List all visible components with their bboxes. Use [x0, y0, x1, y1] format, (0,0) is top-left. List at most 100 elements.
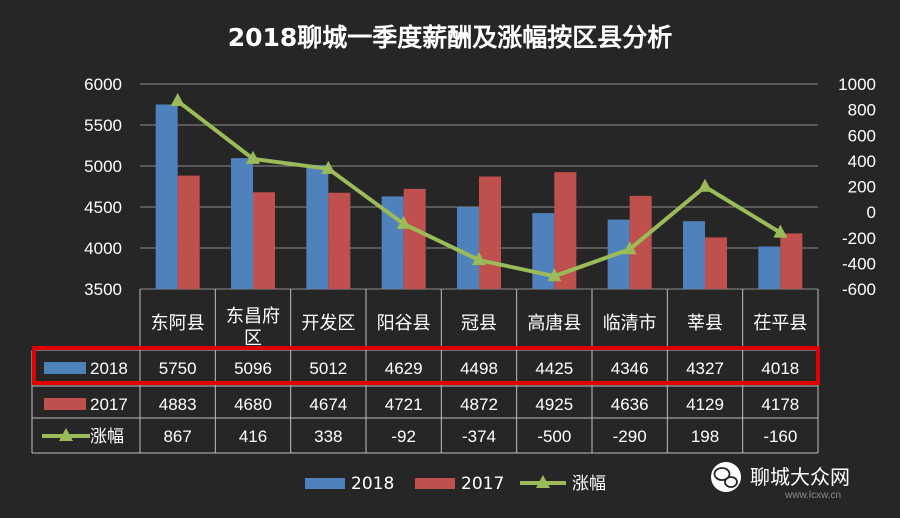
legend-key-marker-涨幅 — [536, 475, 550, 488]
y-right-tick-label: 800 — [848, 101, 876, 120]
table-cell: -92 — [391, 427, 416, 446]
watermark-name: 聊城大众网 — [750, 465, 850, 489]
axis-layer: 6000 5500 5000 4500 4000 3500 1000 800 600 400 200… — [84, 75, 876, 299]
y-right-tick-label: 600 — [848, 126, 876, 145]
table-cell: 4129 — [686, 395, 724, 414]
table-cell: 4680 — [234, 395, 272, 414]
bar-2018-8 — [758, 246, 781, 289]
bar-2017-4 — [479, 176, 501, 289]
table-cell: 4498 — [460, 359, 498, 378]
highlight-box — [32, 346, 820, 385]
watermark-url: www.lcxw.cn — [784, 490, 841, 501]
table-cell: 198 — [691, 427, 719, 446]
category-label: 临清市 — [603, 313, 657, 334]
y-left-tick-label: 4000 — [84, 239, 122, 258]
table-cell: 4636 — [611, 395, 649, 414]
bar-2018-1 — [231, 158, 253, 289]
table-key-2017 — [44, 398, 86, 410]
category-label: 东昌府 — [226, 306, 280, 327]
table-cell: 4721 — [385, 395, 423, 414]
bar-2017-3 — [403, 188, 426, 289]
table-cell: 867 — [163, 427, 191, 446]
bar-2017-2 — [328, 192, 351, 289]
table-cell: 4629 — [385, 359, 423, 378]
point-涨幅-5 — [547, 268, 562, 282]
table-cell: 4178 — [761, 395, 799, 414]
y-left-tick-label: 5500 — [84, 116, 122, 135]
y-right-tick-label: 200 — [848, 178, 876, 197]
table-cell: 338 — [314, 427, 342, 446]
bar-2017-1 — [253, 192, 275, 289]
category-label: 区 — [244, 328, 262, 349]
bar-2018-2 — [306, 165, 329, 289]
bar-2018-5 — [532, 213, 555, 289]
point-涨幅-4 — [472, 252, 486, 266]
legend-label: 涨幅 — [572, 474, 606, 494]
table-cell: 5012 — [309, 359, 347, 378]
table-cell: 4018 — [761, 359, 799, 378]
y-right-tick-label: -200 — [842, 229, 876, 248]
point-涨幅-1 — [246, 150, 260, 164]
bar-2017-8 — [780, 233, 803, 289]
table-row-header: 2017 — [90, 395, 128, 414]
point-涨幅-0 — [170, 93, 185, 107]
y-left-tick-label: 4500 — [84, 198, 122, 217]
table-row-header: 涨幅 — [90, 427, 124, 446]
legend-label: 2017 — [461, 474, 504, 494]
category-label: 阳谷县 — [377, 313, 431, 334]
bar-2017-7 — [705, 237, 727, 289]
y-right-tick-label: -400 — [842, 254, 876, 273]
table-cell: 5750 — [159, 359, 197, 378]
table-cell: 4674 — [309, 395, 347, 414]
bar-2018-0 — [155, 104, 178, 289]
y-right-tick-label: -600 — [842, 280, 876, 299]
y-right-tick-label: 400 — [848, 152, 876, 171]
y-left-tick-label: 6000 — [84, 75, 122, 94]
table-row-header: 2018 — [90, 359, 128, 378]
table-cell: 4327 — [686, 359, 724, 378]
y-left-tick-label: 3500 — [84, 280, 122, 299]
legend-label: 2018 — [351, 474, 394, 494]
category-label: 茌平县 — [753, 313, 807, 334]
point-涨幅-6 — [622, 241, 637, 255]
table-cell: -160 — [763, 427, 797, 446]
table-cell: -374 — [462, 427, 496, 446]
category-label: 莘县 — [687, 313, 723, 334]
legend-key-2018 — [305, 478, 345, 489]
table-cell: 4872 — [460, 395, 498, 414]
table-cell: 4925 — [535, 395, 573, 414]
point-涨幅-8 — [773, 224, 788, 238]
category-label: 高唐县 — [527, 313, 581, 334]
table-cell: -290 — [613, 427, 647, 446]
table-key-2018 — [44, 362, 86, 374]
legend-key-2017 — [415, 478, 455, 489]
y-right-tick-label: 0 — [867, 203, 876, 222]
bar-2017-5 — [554, 172, 577, 289]
table-cell: -500 — [537, 427, 571, 446]
category-label: 东阿县 — [151, 313, 205, 334]
table-key-marker-涨幅 — [59, 428, 73, 441]
category-label: 开发区 — [301, 313, 355, 334]
table-cell: 5096 — [234, 359, 272, 378]
bar-2018-4 — [457, 207, 479, 289]
y-right-tick-label: 1000 — [838, 75, 876, 94]
table-cell: 4883 — [159, 395, 197, 414]
point-涨幅-3 — [396, 215, 411, 229]
bar-2017-0 — [177, 175, 200, 289]
wechat-logo-icon — [711, 462, 741, 492]
table-cell: 4346 — [611, 359, 649, 378]
line-layer — [170, 93, 788, 282]
point-涨幅-2 — [321, 160, 336, 174]
category-label: 冠县 — [461, 313, 497, 334]
bar-2018-7 — [683, 221, 705, 289]
watermark: 聊城大众网 www.lcxw.cn — [711, 462, 850, 501]
table-cell: 416 — [239, 427, 267, 446]
legend: 2018 2017 涨幅 — [305, 474, 606, 494]
y-left-tick-label: 5000 — [84, 157, 122, 176]
point-涨幅-7 — [698, 178, 712, 192]
table-cell: 4425 — [535, 359, 573, 378]
chart-title: 2018聊城一季度薪酬及涨幅按区县分析 — [228, 23, 673, 52]
